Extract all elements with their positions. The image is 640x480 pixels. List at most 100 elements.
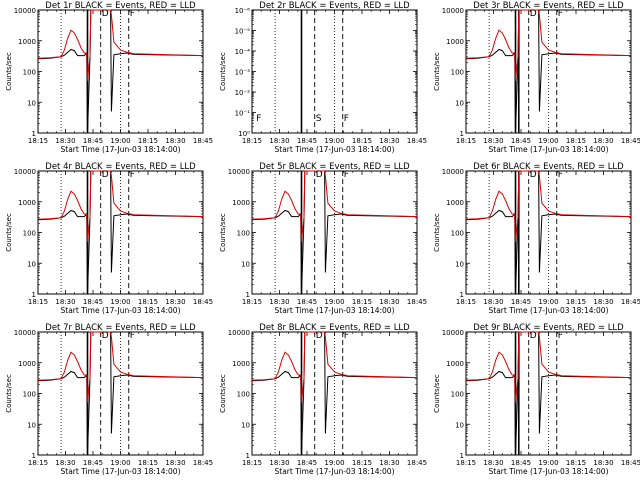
x-tick-label: 18:45 bbox=[407, 459, 427, 467]
x-axis-label: Start Time (17-Jun-03 18:14:00) bbox=[275, 306, 395, 315]
x-tick-label: 18:30 bbox=[55, 137, 75, 145]
flag-f: F bbox=[344, 114, 349, 124]
x-tick-label: 18:15 bbox=[138, 298, 158, 306]
y-axis-label: Counts/sec bbox=[433, 374, 441, 413]
y-axis-label: Counts/sec bbox=[5, 52, 13, 91]
flag-d: D bbox=[102, 331, 109, 341]
y-tick-label: 10⁻⁴ bbox=[235, 48, 251, 56]
flag-f: F bbox=[344, 170, 349, 180]
x-tick-label: 18:30 bbox=[593, 298, 613, 306]
y-tick-label: 10 bbox=[27, 421, 36, 429]
x-tick-label: 18:30 bbox=[379, 459, 399, 467]
y-tick-label: 10 bbox=[455, 421, 464, 429]
panel-title: Det 2r BLACK = Events, RED = LLD bbox=[259, 1, 410, 11]
y-tick-label: 1000 bbox=[18, 38, 36, 46]
flag-f: F bbox=[344, 331, 349, 341]
lld-series-line bbox=[465, 9, 632, 81]
y-tick-label: 1000 bbox=[18, 360, 36, 368]
x-tick-label: 18:45 bbox=[621, 137, 640, 145]
flag-f: F bbox=[558, 9, 563, 19]
x-tick-label: 18:15 bbox=[28, 459, 48, 467]
panel-det-1: Det 1r BLACK = Events, RED = LLD 1 10 100 10… bbox=[5, 1, 213, 154]
flag-d: D bbox=[530, 9, 537, 19]
x-tick-label: 18:45 bbox=[621, 459, 640, 467]
panel-title: Det 8r BLACK = Events, RED = LLD bbox=[259, 323, 410, 333]
y-axis-label: Counts/sec bbox=[219, 374, 227, 413]
panel-det-2: Det 2r BLACK = Events, RED = LLD 10⁰ 10⁻¹ 1… bbox=[219, 1, 427, 154]
y-tick-label: 10⁰ bbox=[238, 130, 250, 138]
y-tick-label: 10 bbox=[455, 99, 464, 107]
x-tick-label: 18:15 bbox=[456, 137, 476, 145]
lld-series-line bbox=[465, 331, 632, 403]
y-tick-label: 10000 bbox=[442, 7, 464, 15]
x-axis-label: Start Time (17-Jun-03 18:14:00) bbox=[489, 145, 609, 154]
x-tick-label: 18:15 bbox=[352, 459, 372, 467]
x-tick-label: 18:15 bbox=[138, 137, 158, 145]
x-tick-label: 18:30 bbox=[165, 298, 185, 306]
lld-series-line bbox=[37, 170, 204, 242]
x-tick-label: 19:00 bbox=[324, 298, 344, 306]
x-tick-label: 18:15 bbox=[456, 298, 476, 306]
y-tick-label: 1000 bbox=[446, 199, 464, 207]
x-tick-label: 18:45 bbox=[83, 137, 103, 145]
x-tick-label: 18:45 bbox=[297, 137, 317, 145]
x-tick-label: 18:30 bbox=[165, 459, 185, 467]
x-tick-label: 18:15 bbox=[242, 298, 262, 306]
x-axis-label: Start Time (17-Jun-03 18:14:00) bbox=[61, 467, 181, 476]
x-tick-label: 18:15 bbox=[242, 137, 262, 145]
y-tick-label: 100 bbox=[237, 230, 250, 238]
y-tick-label: 10 bbox=[241, 260, 250, 268]
x-tick-label: 18:15 bbox=[28, 137, 48, 145]
x-tick-label: 18:15 bbox=[566, 137, 586, 145]
flag-d: D bbox=[102, 9, 109, 19]
x-tick-label: 18:30 bbox=[379, 137, 399, 145]
y-tick-label: 10000 bbox=[14, 7, 36, 15]
panel-det-7: Det 7r BLACK = Events, RED = LLD 1 10 100 10… bbox=[5, 323, 213, 476]
flag-d: D bbox=[530, 170, 537, 180]
y-tick-label: 10000 bbox=[14, 329, 36, 337]
x-tick-label: 18:30 bbox=[269, 459, 289, 467]
x-tick-label: 18:30 bbox=[593, 137, 613, 145]
y-axis-label: Counts/sec bbox=[219, 213, 227, 252]
y-tick-label: 10000 bbox=[228, 168, 250, 176]
panel-det-4: Det 4r BLACK = Events, RED = LLD 1 10 100 10… bbox=[5, 162, 213, 315]
x-tick-label: 18:15 bbox=[566, 459, 586, 467]
x-tick-label: 18:45 bbox=[83, 459, 103, 467]
y-tick-label: 100 bbox=[237, 391, 250, 399]
y-tick-label: 1 bbox=[460, 452, 464, 460]
y-tick-label: 1 bbox=[32, 291, 36, 299]
panel-title: Det 9r BLACK = Events, RED = LLD bbox=[473, 323, 624, 333]
y-tick-label: 10⁻² bbox=[235, 89, 251, 97]
panel-title: Det 1r BLACK = Events, RED = LLD bbox=[45, 1, 196, 11]
y-axis-label: Counts/sec bbox=[219, 52, 227, 91]
x-tick-label: 19:00 bbox=[110, 459, 130, 467]
x-tick-label: 18:30 bbox=[55, 298, 75, 306]
x-tick-label: 18:30 bbox=[165, 137, 185, 145]
y-axis-label: Counts/sec bbox=[5, 213, 13, 252]
x-tick-label: 18:30 bbox=[55, 459, 75, 467]
x-tick-label: 18:45 bbox=[193, 137, 213, 145]
y-tick-label: 1000 bbox=[446, 360, 464, 368]
x-tick-label: 19:00 bbox=[324, 137, 344, 145]
y-tick-label: 10 bbox=[455, 260, 464, 268]
y-axis-label: Counts/sec bbox=[5, 374, 13, 413]
lld-series-line bbox=[37, 331, 204, 403]
panel-title: Det 5r BLACK = Events, RED = LLD bbox=[259, 162, 410, 172]
x-tick-label: 18:15 bbox=[566, 298, 586, 306]
y-tick-label: 1 bbox=[246, 291, 250, 299]
x-tick-label: 18:15 bbox=[28, 298, 48, 306]
x-axis-label: Start Time (17-Jun-03 18:14:00) bbox=[61, 145, 181, 154]
panel-det-6: Det 6r BLACK = Events, RED = LLD 1 10 100 10… bbox=[433, 162, 640, 315]
y-tick-label: 100 bbox=[23, 69, 36, 77]
x-axis-label: Start Time (17-Jun-03 18:14:00) bbox=[61, 306, 181, 315]
panel-det-8: Det 8r BLACK = Events, RED = LLD 1 10 100 10… bbox=[219, 323, 427, 476]
x-tick-label: 18:30 bbox=[269, 298, 289, 306]
x-tick-label: 18:45 bbox=[511, 298, 531, 306]
x-tick-label: 18:45 bbox=[297, 459, 317, 467]
panel-title: Det 3r BLACK = Events, RED = LLD bbox=[473, 1, 624, 11]
flag-d: D bbox=[530, 331, 537, 341]
x-tick-label: 19:00 bbox=[324, 459, 344, 467]
flag-f: F bbox=[130, 9, 135, 19]
y-tick-label: 10 bbox=[241, 421, 250, 429]
flag-f: F bbox=[558, 170, 563, 180]
